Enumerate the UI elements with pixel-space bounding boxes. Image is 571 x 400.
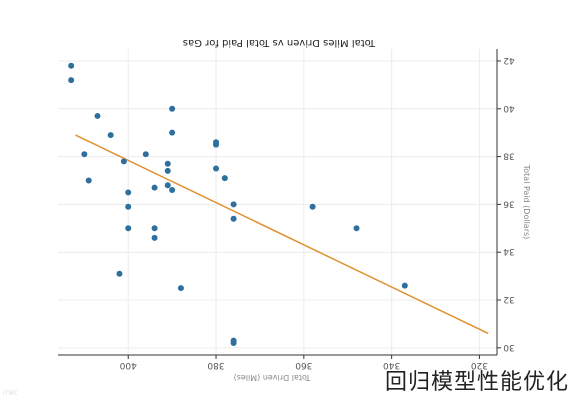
x-axis-ticks: 320 340 360 380 400 — [119, 355, 488, 370]
data-point — [309, 203, 316, 210]
corner-watermark: ITMC — [3, 390, 18, 397]
x-tick-label: 340 — [383, 360, 400, 370]
data-point — [230, 201, 237, 208]
y-tick-label: 38 — [503, 151, 515, 161]
data-point — [68, 77, 75, 84]
data-point — [230, 340, 237, 347]
x-tick-label: 320 — [471, 360, 488, 370]
y-axis-ticks: 30 32 34 36 38 40 42 — [497, 55, 515, 352]
data-points — [68, 62, 408, 347]
x-tick-label: 380 — [207, 360, 224, 370]
data-point — [151, 234, 158, 241]
data-point — [120, 158, 127, 165]
data-point — [213, 141, 220, 148]
y-tick-label: 34 — [503, 246, 515, 256]
y-axis-label: Total Paid (Dollars) — [522, 164, 531, 240]
data-point — [221, 175, 228, 182]
data-point — [125, 189, 132, 196]
data-point — [151, 225, 158, 232]
data-point — [85, 177, 92, 184]
x-axis-label: Total Driven (Miles) — [234, 373, 312, 382]
data-point — [81, 151, 88, 158]
data-point — [68, 62, 75, 69]
data-point — [213, 165, 220, 172]
data-point — [151, 184, 158, 191]
y-tick-label: 42 — [503, 55, 514, 65]
data-point — [125, 225, 132, 232]
data-point — [164, 160, 171, 167]
data-point — [169, 187, 176, 194]
data-point — [164, 182, 171, 189]
data-point — [401, 282, 408, 289]
data-point — [177, 285, 184, 292]
data-point — [94, 112, 101, 119]
data-point — [353, 225, 360, 232]
data-point — [164, 167, 171, 174]
chart-title: Total Miles Driven vs Total Paid for Gas — [183, 37, 376, 48]
y-tick-label: 36 — [503, 198, 515, 208]
data-point — [230, 215, 237, 222]
data-point — [169, 129, 176, 136]
x-tick-label: 360 — [295, 360, 312, 370]
data-point — [125, 203, 132, 210]
y-tick-label: 40 — [503, 103, 515, 113]
trend-line — [75, 134, 489, 335]
y-tick-label: 30 — [503, 342, 515, 352]
data-point — [169, 105, 176, 112]
data-point — [116, 270, 123, 277]
x-tick-label: 400 — [119, 360, 136, 370]
grid-lines — [58, 49, 497, 355]
y-tick-label: 32 — [503, 294, 514, 304]
caption-text: 回归模型性能优化 — [384, 370, 569, 395]
data-point — [107, 132, 114, 139]
data-point — [142, 151, 149, 158]
